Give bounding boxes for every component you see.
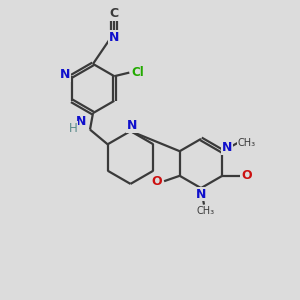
Text: N: N bbox=[76, 115, 86, 128]
Text: CH₃: CH₃ bbox=[238, 138, 256, 148]
Text: Cl: Cl bbox=[131, 66, 144, 79]
Text: C: C bbox=[110, 7, 118, 20]
Text: N: N bbox=[196, 188, 206, 201]
Text: H: H bbox=[69, 122, 78, 135]
Text: N: N bbox=[60, 68, 70, 81]
Text: N: N bbox=[127, 119, 137, 132]
Text: N: N bbox=[222, 141, 232, 154]
Text: N: N bbox=[109, 31, 119, 44]
Text: O: O bbox=[151, 175, 162, 188]
Text: O: O bbox=[242, 169, 252, 182]
Text: CH₃: CH₃ bbox=[196, 206, 214, 216]
